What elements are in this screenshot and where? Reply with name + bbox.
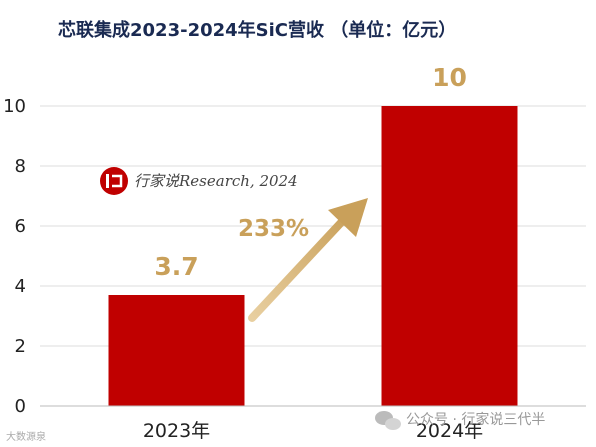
data-label: 3.7 — [154, 252, 198, 281]
y-axis-tick-labels: 0 2 4 6 8 10 — [3, 96, 26, 417]
footer-right-text: 公众号 · 行家说三代半 — [406, 411, 545, 428]
footer-left-text: 大数源泉 — [6, 430, 46, 443]
growth-arrow-shaft — [248, 209, 354, 322]
growth-arrow-head — [328, 198, 368, 237]
chart-title: 芯联集成2023-2024年SiC营收 （单位：亿元） — [58, 19, 456, 41]
data-label: 10 — [432, 63, 467, 92]
bar — [108, 295, 245, 406]
logo-badge-icon — [100, 167, 128, 195]
watermark-text: 行家说Research, 2024 — [134, 172, 298, 190]
growth-label: 233% — [238, 216, 309, 242]
growth-arrow — [248, 198, 368, 322]
data-labels: 3.7 10 — [154, 63, 467, 281]
y-tick-label: 4 — [15, 276, 26, 297]
x-axis-category-labels: 2023年 2024年 — [143, 420, 483, 442]
y-tick-label: 10 — [3, 96, 26, 117]
y-tick-label: 2 — [15, 336, 26, 357]
y-tick-label: 8 — [15, 156, 26, 177]
footer: 大数源泉 公众号 · 行家说三代半 — [6, 411, 545, 443]
category-label: 2023年 — [143, 420, 210, 442]
watermark: 行家说Research, 2024 — [100, 167, 298, 195]
y-tick-label: 6 — [15, 216, 26, 237]
bar — [381, 106, 518, 406]
bars — [108, 106, 518, 406]
y-tick-label: 0 — [15, 396, 26, 417]
wechat-icon — [375, 411, 401, 430]
category-label: 2024年 — [416, 420, 483, 442]
